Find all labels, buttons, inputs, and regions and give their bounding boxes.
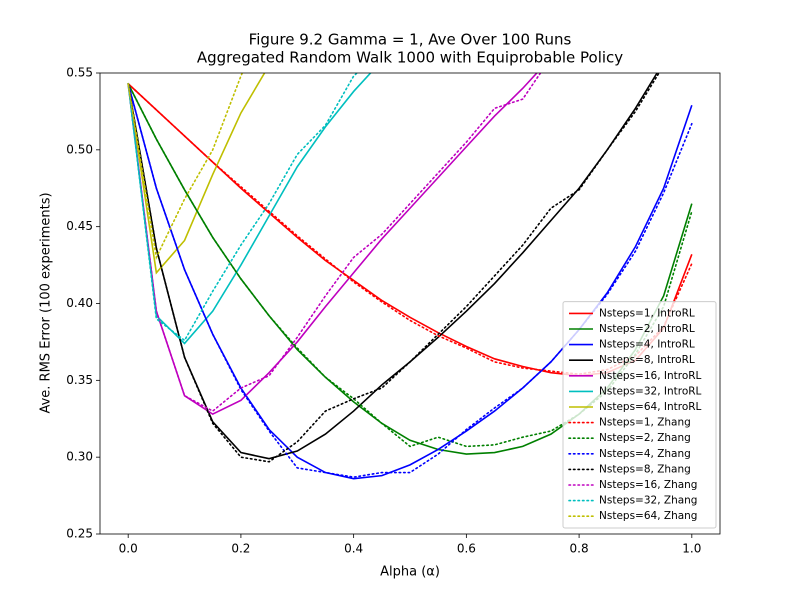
axes: 0.0 0.2 0.4 0.6 0.8 1.0 0.25 0.30 0.35 0.40 0.45 0.…	[66, 66, 721, 556]
legend-label: Nsteps=16, IntroRL	[599, 370, 702, 382]
y-tick-label: 0.45	[66, 219, 93, 233]
legend-label: Nsteps=64, IntroRL	[599, 401, 702, 413]
x-tick-label: 1.0	[682, 542, 701, 556]
x-tick-label: 0.0	[119, 542, 138, 556]
legend-label: Nsteps=1, IntroRL	[599, 307, 695, 319]
legend-label: Nsteps=4, Zhang	[599, 448, 691, 460]
series-line	[127, 82, 693, 478]
y-tick-label: 0.35	[66, 373, 93, 387]
x-tick-label: 0.4	[344, 542, 363, 556]
legend-label: Nsteps=64, Zhang	[599, 510, 697, 522]
x-tick-label: 0.8	[570, 542, 589, 556]
chart-title: Figure 9.2 Gamma = 1, Ave Over 100 Runs	[249, 31, 572, 49]
legend-label: Nsteps=8, Zhang	[599, 463, 691, 475]
series-line	[127, 73, 266, 275]
series-line	[127, 73, 244, 261]
series-line	[127, 73, 542, 413]
y-tick-label: 0.25	[66, 527, 93, 541]
legend-label: Nsteps=2, Zhang	[599, 432, 691, 444]
series-line	[127, 73, 359, 342]
y-tick-label: 0.30	[66, 450, 93, 464]
legend-label: Nsteps=32, Zhang	[599, 495, 697, 507]
legend-label: Nsteps=16, Zhang	[599, 479, 697, 491]
legend-box	[562, 301, 717, 529]
x-tick-label: 0.6	[457, 542, 476, 556]
x-axis-title: Alpha (α)	[380, 565, 440, 580]
legend: Nsteps=1, IntroRL Nsteps=2, IntroRL Nsteps…	[562, 301, 717, 529]
y-tick-label: 0.40	[66, 296, 93, 310]
legend-label: Nsteps=4, IntroRL	[599, 339, 695, 351]
y-tick-label: 0.50	[66, 142, 93, 156]
plot-frame	[99, 72, 721, 535]
chart-title: Aggregated Random Walk 1000 with Equipro…	[197, 49, 623, 67]
y-tick-label: 0.55	[66, 66, 93, 80]
series-line	[127, 73, 538, 416]
legend-label: Nsteps=2, IntroRL	[599, 323, 695, 335]
legend-label: Nsteps=32, IntroRL	[599, 385, 702, 397]
legend-label: Nsteps=1, Zhang	[599, 417, 691, 429]
series-line	[127, 73, 372, 345]
x-tick-label: 0.2	[231, 542, 250, 556]
legend-label: Nsteps=8, IntroRL	[599, 354, 695, 366]
y-axis-title: Ave. RMS Error (100 experiments)	[39, 192, 54, 413]
series-line	[127, 73, 660, 463]
